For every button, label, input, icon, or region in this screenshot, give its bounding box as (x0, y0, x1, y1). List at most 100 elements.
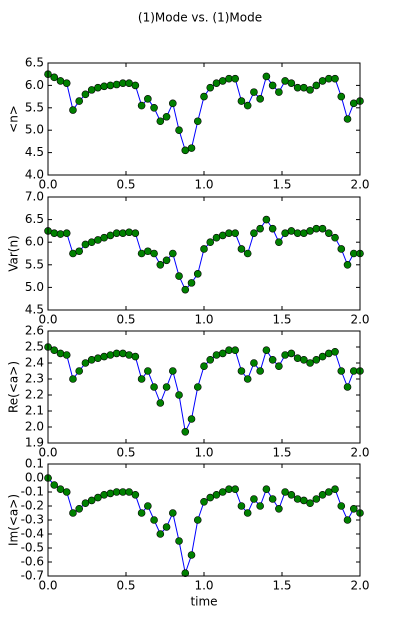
data-point (75, 247, 83, 256)
data-point (162, 256, 171, 265)
data-point (300, 355, 308, 364)
data-point (243, 249, 252, 258)
x-tick-label: 1.5 (272, 446, 291, 460)
data-point (69, 375, 77, 383)
x-tick-label: 1.0 (194, 313, 213, 327)
data-point (81, 499, 90, 508)
axes-background (48, 63, 360, 175)
data-point (181, 569, 190, 578)
y-tick-label: 2.6 (25, 324, 44, 338)
data-point (250, 359, 258, 367)
data-point (156, 530, 165, 538)
y-tick-label: 4.5 (25, 303, 44, 317)
data-point (100, 352, 108, 361)
data-point (100, 82, 108, 91)
data-point (56, 230, 65, 238)
data-point (218, 349, 227, 358)
y-tick-label: 2.3 (25, 372, 44, 386)
x-tick-label: 0.5 (116, 313, 135, 327)
data-point (212, 351, 221, 359)
data-point (243, 101, 252, 110)
data-point (306, 499, 314, 508)
data-point (275, 504, 283, 513)
data-point (137, 375, 146, 383)
data-point (94, 493, 102, 502)
data-point (337, 502, 346, 510)
y-axis-label: <n> (7, 105, 21, 133)
data-point (324, 349, 333, 358)
data-point (287, 490, 296, 499)
data-point (131, 490, 140, 499)
data-point (337, 367, 346, 375)
y-tick-label: 2.0 (25, 420, 44, 434)
data-point (175, 126, 183, 134)
data-point (175, 391, 183, 399)
data-point (62, 79, 71, 87)
axes-background (48, 464, 360, 576)
data-point (187, 144, 196, 152)
data-point (250, 495, 258, 503)
data-point (193, 270, 202, 278)
axes-background (48, 331, 360, 443)
y-tick-label: 6.5 (25, 212, 44, 226)
y-tick-label: 2.1 (25, 404, 44, 418)
data-point (349, 504, 358, 513)
data-point (125, 228, 133, 237)
y-tick-label: 2.5 (25, 340, 44, 354)
data-point (275, 88, 283, 96)
data-point (75, 97, 83, 105)
data-point (312, 355, 321, 364)
data-point (231, 485, 239, 494)
data-point (237, 367, 246, 375)
x-tick-label: 1.0 (194, 579, 213, 593)
data-point (256, 224, 264, 233)
data-point (137, 101, 146, 110)
data-point (169, 509, 177, 517)
data-point (250, 229, 258, 237)
data-point (144, 502, 152, 510)
data-point (331, 233, 339, 242)
data-point (312, 495, 321, 503)
data-point (337, 245, 346, 253)
figure-title: (1)Mode vs. (1)Mode (138, 11, 262, 25)
data-point (237, 502, 246, 510)
y-tick-label: -0.1 (21, 485, 44, 499)
x-tick-label: 1.0 (194, 178, 213, 192)
x-tick-label: 0.0 (38, 313, 57, 327)
y-tick-label: 5.0 (25, 123, 44, 137)
x-tick-label: 2.0 (350, 313, 369, 327)
data-point (150, 383, 158, 391)
data-point (150, 249, 158, 258)
x-tick-label: 2.0 (350, 446, 369, 460)
data-point (256, 502, 264, 510)
data-point (156, 399, 165, 407)
data-point (131, 81, 140, 90)
data-point (200, 245, 208, 253)
data-point (56, 349, 65, 358)
data-point (150, 104, 158, 112)
data-point (287, 349, 296, 358)
data-point (306, 86, 314, 94)
data-point (331, 347, 339, 356)
data-point (119, 349, 127, 358)
y-tick-label: 4.5 (25, 145, 44, 159)
data-point (343, 115, 352, 123)
data-point (268, 495, 277, 503)
data-point (231, 346, 239, 355)
y-tick-label: -0.2 (21, 499, 44, 513)
axes-background (48, 197, 360, 310)
data-point (237, 97, 246, 105)
data-point (106, 351, 115, 359)
data-point (343, 516, 352, 524)
data-point (187, 415, 196, 423)
x-tick-label: 2.0 (350, 579, 369, 593)
data-point (131, 229, 140, 237)
data-point (318, 224, 327, 233)
y-tick-label: 6.0 (25, 78, 44, 92)
data-point (119, 229, 127, 237)
data-point (262, 346, 271, 355)
data-point (69, 509, 77, 517)
data-point (237, 245, 246, 253)
data-point (200, 362, 208, 371)
